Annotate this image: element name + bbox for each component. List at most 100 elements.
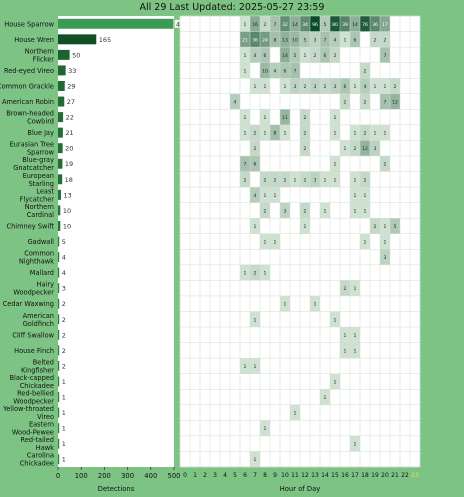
bar [58,81,65,91]
category-label: Black-capped Chickadee [10,374,55,390]
bar [58,267,60,278]
heat-cell-label: 12 [392,100,398,106]
heat-cell-label: 14 [282,53,288,59]
bar-value-label: 2 [62,316,66,324]
heat-cell [330,78,340,94]
heat-cell [370,16,380,32]
heat-cell [380,155,390,172]
heat-cell [240,155,250,172]
heat-cell-label: 1 [284,84,287,90]
category-label: Eurasian Tree Sparrow [10,141,55,157]
heat-cell [340,342,350,359]
category-label: Mallard [30,269,54,277]
heat-cell-label: 2 [254,146,257,152]
heat-cell [370,78,380,94]
bar-value-bg [63,159,76,168]
bar-value-label: 4 [62,269,66,277]
heat-cell-label: 10 [292,37,298,43]
heat-cell-label: 1 [364,193,367,199]
heat-cell [330,124,340,141]
bar [58,205,61,216]
bar [58,174,63,185]
heat-cell-label: 5 [294,53,297,59]
category-label: Blue Jay [27,129,54,137]
heat-cell-label: 3 [284,208,287,214]
heat-cell [240,171,250,188]
x-tick-label: 500 [168,472,181,480]
bar [58,158,63,169]
hour-tick-label: 16 [341,472,349,479]
heat-cell-label: 1 [354,131,357,137]
bar-value-label: 2 [62,362,66,370]
heat-cell [370,218,380,234]
heat-cell-label: 34 [302,22,308,28]
heat-cell-label: 5 [324,22,327,28]
bar [58,220,61,231]
heat-cell [350,435,360,452]
heat-cell-label: 2 [334,53,337,59]
heat-cell-label: 1 [334,177,337,183]
heat-cell-label: 4 [274,68,277,74]
heat-cell-label: 36 [372,22,378,28]
heat-cell [250,47,260,63]
heat-cell [280,78,290,94]
category-label: Cliff Swallow [12,331,54,339]
bar [58,96,65,107]
heat-cell [280,109,290,125]
heat-cell-label: 7 [274,22,277,28]
heat-cell-label: 1 [384,84,387,90]
heat-cell [270,124,280,141]
heat-cell [250,31,260,48]
hour-tick-label: 15 [331,472,339,479]
hour-tick-label: 11 [291,472,299,479]
heat-cell [360,124,370,141]
heat-cell-label: 2 [304,131,307,137]
heat-cell [270,171,280,188]
heat-cell-label: 4 [254,53,257,59]
heat-cell [350,140,360,156]
heat-cell-label: 1 [374,131,377,137]
heat-cell-label: 1 [244,115,247,121]
heat-cell [250,16,260,32]
category-label: House Wren [14,36,54,44]
bar-value-bg [60,439,68,448]
heat-cell [340,140,350,156]
bar-value-bg [63,144,76,153]
category-label: House Sparrow [4,20,54,28]
bar-value-bg [65,97,77,106]
bar-value-bg [60,408,68,417]
bar-value-label: 20 [65,145,73,153]
heat-cell-label: 76 [362,22,368,28]
heat-cell-label: 1 [254,317,257,323]
heat-cell [250,451,260,467]
heat-cell-label: 5 [394,224,397,230]
heat-cell-label: 1 [354,333,357,339]
x-tick-label: 400 [144,472,157,480]
heat-cell-label: 1 [264,84,267,90]
heat-cell-label: 13 [282,37,288,43]
heat-cell-label: 1 [364,208,367,214]
heat-cell-label: 1 [244,68,247,74]
heat-cell [280,47,290,63]
heat-cell [300,171,310,188]
heat-cell [260,16,270,32]
heat-cell [250,124,260,141]
heat-cell [320,202,330,219]
bar-value-label: 1 [62,440,66,448]
bar-value-label: 22 [66,114,74,122]
heat-cell [380,124,390,141]
heat-cell-label: 1 [244,22,247,28]
heat-cell-label: 12 [362,146,368,152]
hour-tick-label: 3 [213,472,217,479]
heat-cell [290,404,300,421]
category-label: House Finch [14,347,54,355]
heat-cell-label: 2 [264,22,267,28]
heat-cell-label: 1 [264,131,267,137]
heat-cell-label: 2 [304,115,307,121]
heat-cell [350,124,360,141]
heat-cell [350,202,360,219]
heat-cell-label: 2 [304,208,307,214]
heat-cell-label: 1 [304,224,307,230]
category-label: American Robin [2,98,54,106]
